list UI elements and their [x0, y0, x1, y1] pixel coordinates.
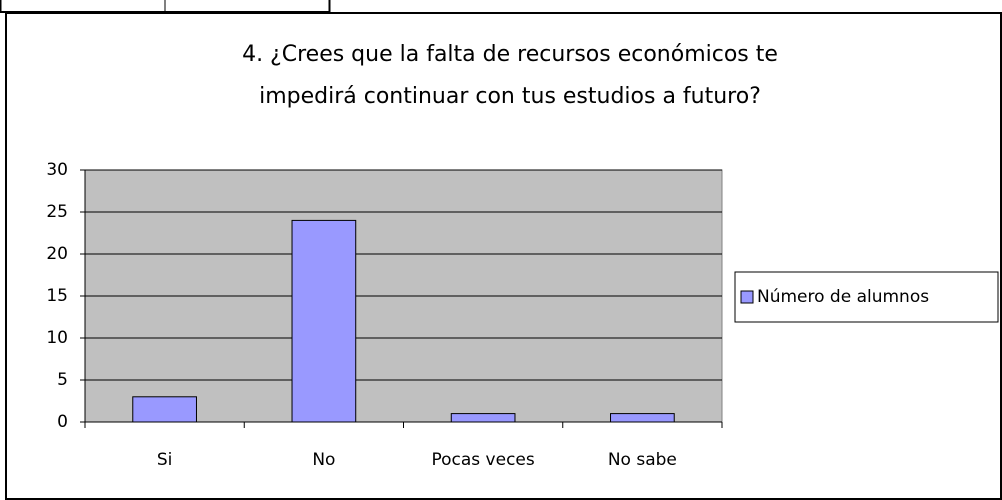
x-tick-label: Pocas veces [431, 450, 534, 470]
chart-title: impedirá continuar con tus estudios a fu… [259, 84, 761, 109]
x-tick-label: Si [157, 450, 173, 470]
x-tick-label: No sabe [608, 450, 677, 470]
y-tick-label: 0 [57, 412, 68, 432]
y-tick-label: 10 [46, 328, 68, 348]
chart-title: 4. ¿Crees que la falta de recursos econó… [242, 42, 778, 67]
bar [450, 413, 516, 423]
y-tick-label: 5 [57, 370, 68, 390]
y-tick-label: 15 [46, 286, 68, 306]
legend-box [734, 271, 999, 323]
y-tick-label: 30 [46, 160, 68, 180]
y-tick-label: 20 [46, 244, 68, 264]
x-tick-label: No [312, 450, 335, 470]
bar [610, 413, 675, 423]
bar [291, 219, 357, 423]
y-tick-label: 25 [46, 202, 68, 222]
legend-swatch [740, 290, 754, 304]
legend-label: Número de alumnos [757, 287, 929, 307]
bar [132, 396, 197, 423]
